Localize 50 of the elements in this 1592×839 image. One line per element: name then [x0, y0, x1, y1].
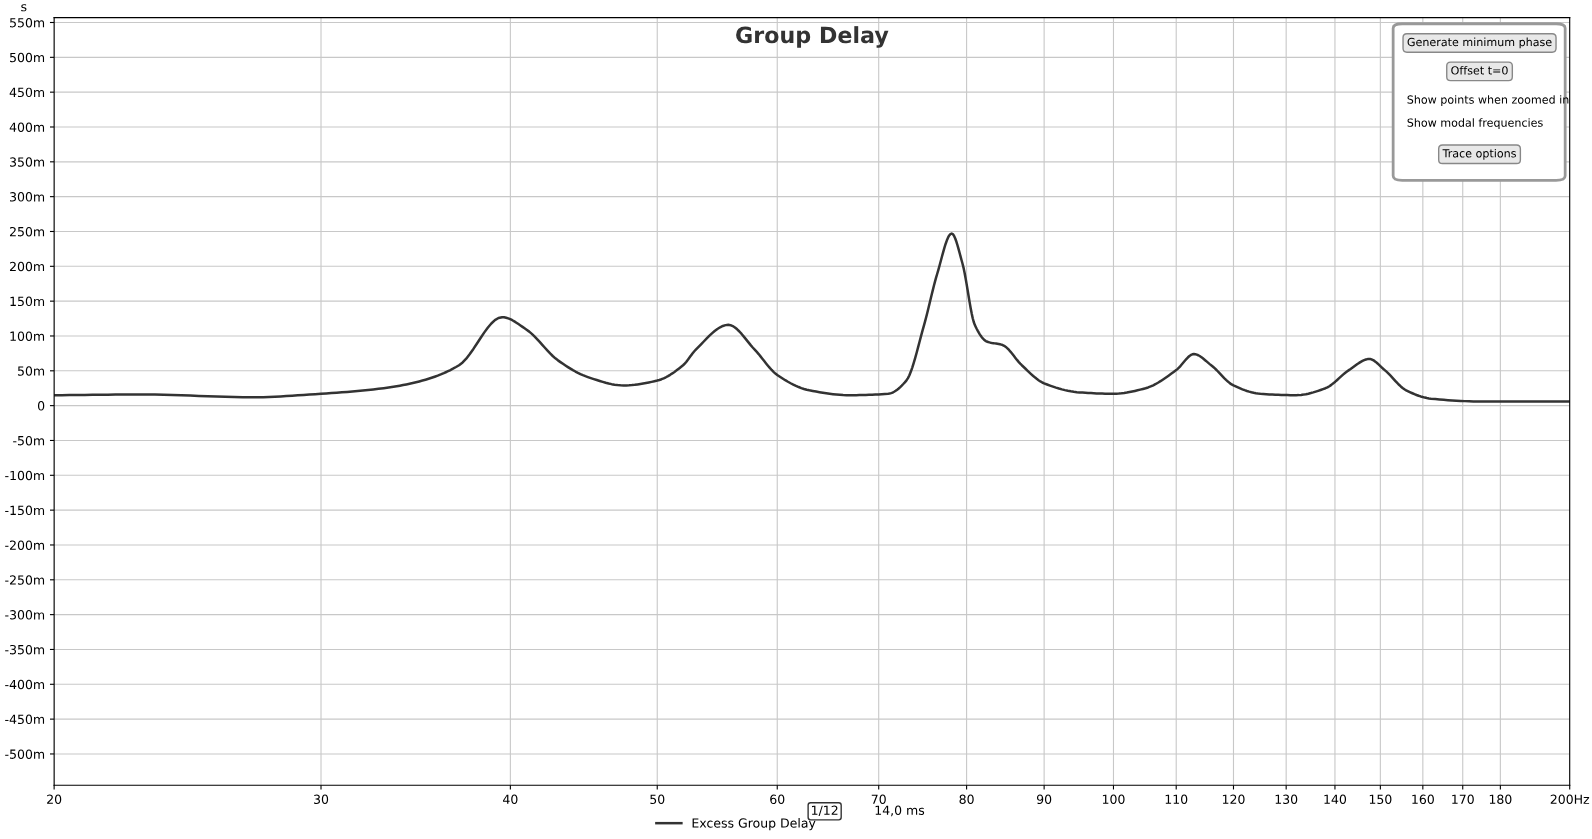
chart-title: Group Delay	[736, 26, 889, 48]
y-tick-label: -300m	[5, 610, 45, 620]
annotation: Show modal frequencies	[1407, 118, 1543, 129]
x-tick-label: 60	[770, 794, 785, 805]
annotation: Trace options	[1442, 148, 1516, 160]
x-tick-label: 180	[1489, 794, 1512, 805]
y-tick-label: 200m	[9, 261, 45, 272]
y-tick-label: 100m	[10, 331, 45, 341]
x-tick-label: 80	[959, 794, 974, 805]
y-axis-title: s	[21, 4, 27, 12]
y-tick-label: -50m	[13, 435, 45, 446]
x-tick-label: 50	[650, 794, 665, 805]
y-tick-label: 350m	[10, 157, 45, 167]
text: 1/12	[811, 805, 838, 816]
y-tick-label: 250m	[9, 226, 45, 237]
y-tick-label: 300m	[10, 192, 45, 202]
x-tick-label: 40	[503, 794, 518, 805]
x-tick-label: 170	[1452, 794, 1474, 805]
y-tick-label: 400m	[9, 122, 45, 132]
y-tick-label: -450m	[5, 714, 45, 725]
x-tick-label: 140	[1324, 794, 1347, 805]
annotation: Generate minimum phase	[1407, 37, 1552, 49]
y-tick-label: -400m	[5, 679, 45, 690]
y-tick-label: 450m	[9, 87, 45, 98]
y-tick-label: 550m	[10, 17, 45, 28]
x-tick-label: 110	[1165, 794, 1188, 805]
x-tick-label: 30	[314, 794, 329, 805]
y-tick-label: -150m	[5, 505, 45, 516]
y-tick-label: -500m	[5, 749, 45, 759]
y-tick-label: -250m	[5, 575, 45, 585]
x-tick-label: 160	[1412, 794, 1434, 805]
y-tick-label: -100m	[5, 470, 45, 481]
text: 14,0 ms	[875, 805, 925, 817]
x-tick-label: 130	[1275, 794, 1298, 805]
annotation: Offset t=0	[1451, 65, 1508, 75]
annotation: Show points when zoomed in	[1407, 95, 1569, 106]
x-tick-label: 200Hz	[1550, 794, 1590, 805]
y-tick-label: 150m	[10, 296, 45, 307]
y-tick-label: -350m	[5, 644, 45, 655]
x-tick-label: 100	[1102, 794, 1125, 805]
x-tick-label: 70	[871, 794, 886, 805]
x-tick-label: 90	[1036, 794, 1052, 805]
x-tick-label: 120	[1222, 794, 1245, 805]
legend-label: Excess Group Delay	[692, 818, 816, 831]
y-tick-label: 50m	[17, 366, 45, 376]
y-tick-label: 0	[37, 401, 45, 411]
x-tick-label: 150	[1369, 794, 1392, 805]
y-tick-label: -200m	[5, 540, 45, 550]
y-tick-label: 500m	[10, 52, 45, 63]
x-tick-label: 20	[47, 794, 62, 805]
